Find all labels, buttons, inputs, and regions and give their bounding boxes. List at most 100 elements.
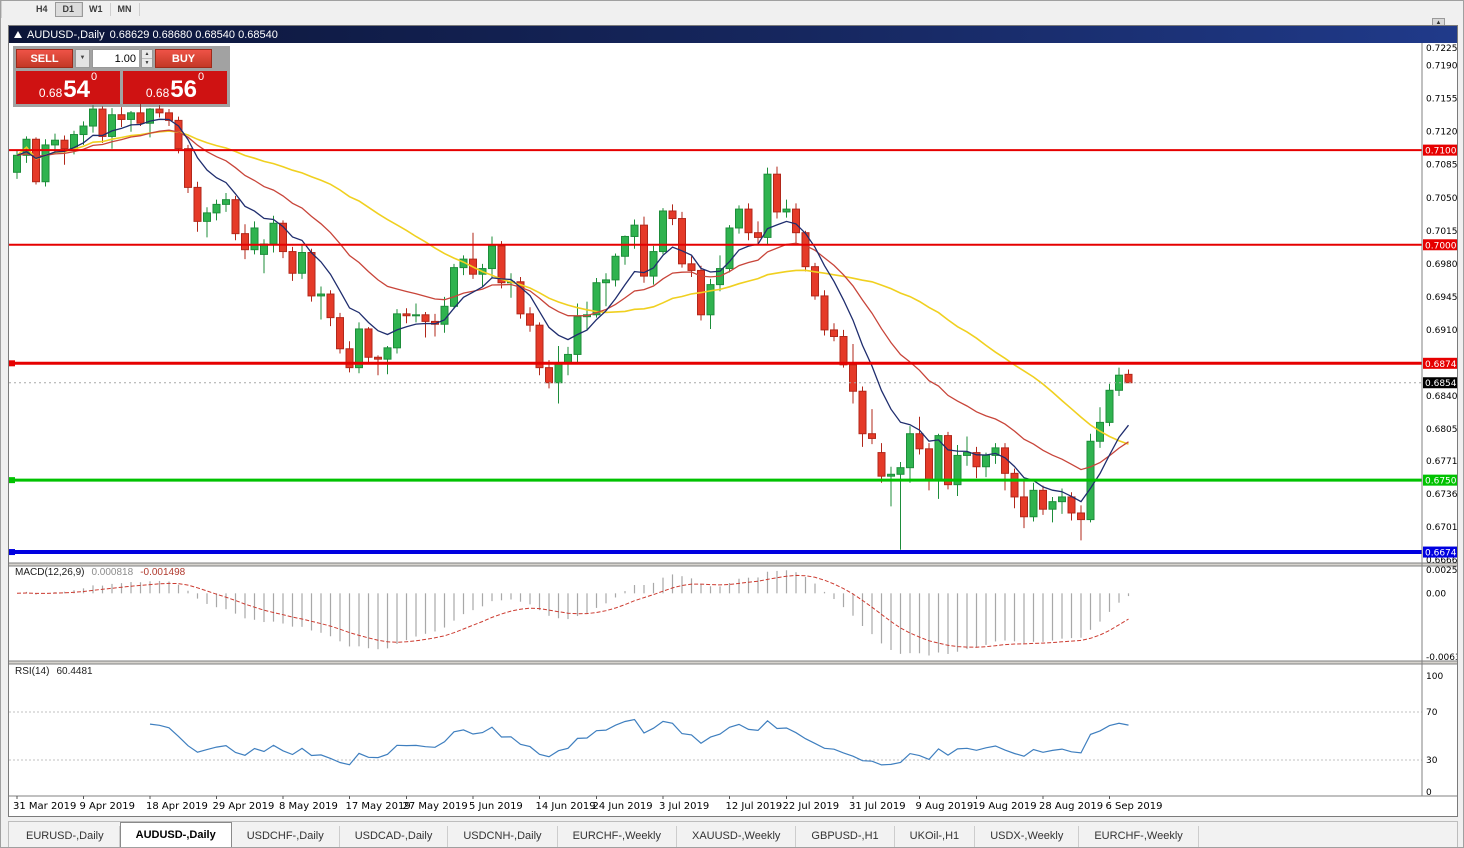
chart-title-bar[interactable]: AUDUSD-,Daily 0.68629 0.68680 0.68540 0.… xyxy=(9,26,1457,43)
svg-text:9 Aug 2019: 9 Aug 2019 xyxy=(916,801,974,812)
chart-tab-2[interactable]: USDCHF-,Daily xyxy=(232,826,340,847)
hline-price-tag: 0.71005 xyxy=(1423,144,1457,157)
svg-text:9 Apr 2019: 9 Apr 2019 xyxy=(80,801,135,812)
macd-value-main: 0.000818 xyxy=(91,567,134,578)
timeframe-button-w1[interactable]: W1 xyxy=(82,3,111,16)
svg-text:22 Jul 2019: 22 Jul 2019 xyxy=(783,801,840,812)
svg-text:28 Aug 2019: 28 Aug 2019 xyxy=(1039,801,1103,812)
svg-text:6 Sep 2019: 6 Sep 2019 xyxy=(1106,801,1163,812)
one-click-trade-panel: SELL ▼ ▲ ▼ BUY 0.68 54 0 xyxy=(13,46,230,107)
volume-increase-button[interactable]: ▲ xyxy=(142,50,152,59)
chart-tab-5[interactable]: EURCHF-,Weekly xyxy=(558,826,677,847)
svg-text:18 Apr 2019: 18 Apr 2019 xyxy=(146,801,208,812)
svg-text:8 May 2019: 8 May 2019 xyxy=(279,801,338,812)
svg-text:0.68540: 0.68540 xyxy=(1425,379,1457,389)
rsi-line xyxy=(149,718,1129,766)
chart-title-ohlc: 0.68629 0.68680 0.68540 0.68540 xyxy=(109,28,278,41)
rsi-value: 60.4481 xyxy=(56,666,93,677)
svg-text:29 Apr 2019: 29 Apr 2019 xyxy=(213,801,275,812)
svg-text:27 May 2019: 27 May 2019 xyxy=(403,801,468,812)
chart-tab-6[interactable]: XAUUSD-,Weekly xyxy=(677,826,797,847)
timeframe-button-d1[interactable]: D1 xyxy=(54,2,84,17)
chart-tab-3[interactable]: USDCAD-,Daily xyxy=(340,826,449,847)
svg-text:0.70002: 0.70002 xyxy=(1425,241,1457,251)
volume-dropdown[interactable]: ▼ xyxy=(75,49,90,68)
svg-text:30: 30 xyxy=(1426,756,1438,766)
macd-histogram xyxy=(25,570,1130,656)
chart-tab-bar: EURUSD-,Daily AUDUSD-,Daily USDCHF-,Daily U… xyxy=(8,821,1458,847)
svg-text:14 Jun 2019: 14 Jun 2019 xyxy=(536,801,596,812)
svg-text:17 May 2019: 17 May 2019 xyxy=(346,801,411,812)
chart-tab-7[interactable]: GBPUSD-,H1 xyxy=(796,826,895,847)
sell-price-box[interactable]: 0.68 54 0 xyxy=(16,71,120,104)
rsi-axis-labels: 100 70 30 0 xyxy=(1426,672,1443,798)
rsi-indicator-label: RSI(14) 60.4481 xyxy=(15,666,93,677)
svg-text:0.0025574: 0.0025574 xyxy=(1426,566,1457,576)
trade-panel-controls: SELL ▼ ▲ ▼ BUY xyxy=(16,49,227,68)
svg-text:0.68746: 0.68746 xyxy=(1425,360,1457,370)
chart-tab-0[interactable]: EURUSD-,Daily xyxy=(11,826,120,847)
hline-price-tag: 0.70002 xyxy=(1423,239,1457,251)
rsi-name: RSI(14) xyxy=(15,666,50,677)
buy-price-prefix: 0.68 xyxy=(145,86,170,100)
timeframe-toolbar: H4 D1 W1 MN xyxy=(1,1,1463,18)
macd-axis-labels: 0.0025574 0.00 -0.0063326 xyxy=(1426,566,1457,663)
buy-price-box[interactable]: 0.68 56 0 xyxy=(123,71,227,104)
svg-text:5 Jun 2019: 5 Jun 2019 xyxy=(469,801,523,812)
volume-decrease-button[interactable]: ▼ xyxy=(144,60,150,66)
trade-panel-prices: 0.68 54 0 0.68 56 0 xyxy=(16,71,227,104)
chart-tab-1[interactable]: AUDUSD-,Daily xyxy=(119,822,232,847)
svg-text:0: 0 xyxy=(1426,788,1432,798)
macd-indicator-label: MACD(12,26,9) 0.000818 -0.001498 xyxy=(15,567,185,578)
buy-price-point: 0 xyxy=(197,71,205,83)
macd-signal-line xyxy=(16,574,1129,648)
svg-text:70: 70 xyxy=(1426,708,1438,718)
svg-text:100: 100 xyxy=(1426,672,1443,682)
current-price-tag: 0.68540 xyxy=(1423,377,1457,389)
chart-tab-9[interactable]: USDX-,Weekly xyxy=(975,826,1080,847)
sell-price-pips: 54 xyxy=(63,76,90,103)
svg-text:0.67508: 0.67508 xyxy=(1425,477,1457,487)
svg-text:0.66746: 0.66746 xyxy=(1425,549,1457,559)
svg-text:24 Jun 2019: 24 Jun 2019 xyxy=(593,801,653,812)
rsi-level-lines xyxy=(9,711,1422,761)
timeframe-button-mn[interactable]: MN xyxy=(111,3,140,16)
chart-window: AUDUSD-,Daily 0.68629 0.68680 0.68540 0.… xyxy=(8,25,1458,817)
volume-input[interactable] xyxy=(92,49,139,68)
sell-button[interactable]: SELL xyxy=(16,49,73,68)
chart-tab-8[interactable]: UKOil-,H1 xyxy=(895,826,976,847)
chart-tab-10[interactable]: EURCHF-,Weekly xyxy=(1079,826,1199,847)
sell-price-point: 0 xyxy=(90,71,98,83)
sell-price-prefix: 0.68 xyxy=(38,86,63,100)
hline-price-tag: 0.66746 xyxy=(1423,546,1457,559)
chart-title-symbol: AUDUSD-,Daily xyxy=(27,28,105,41)
timeframe-button-h4[interactable]: H4 xyxy=(29,3,56,16)
svg-text:-0.0063326: -0.0063326 xyxy=(1426,653,1457,663)
macd-name: MACD(12,26,9) xyxy=(15,567,85,578)
svg-text:31 Mar 2019: 31 Mar 2019 xyxy=(13,801,76,812)
ma-fast-line xyxy=(16,118,1130,503)
hline-price-tag: 0.67508 xyxy=(1423,474,1457,487)
buy-button[interactable]: BUY xyxy=(155,49,212,68)
svg-text:0.00: 0.00 xyxy=(1426,589,1446,599)
horizontal-lines[interactable] xyxy=(9,149,1422,556)
svg-text:31 Jul 2019: 31 Jul 2019 xyxy=(849,801,906,812)
chart-window-icon xyxy=(14,31,22,38)
svg-text:19 Aug 2019: 19 Aug 2019 xyxy=(973,801,1037,812)
chart-tab-4[interactable]: USDCNH-,Daily xyxy=(448,826,558,847)
hline-price-tag: 0.68746 xyxy=(1423,357,1457,370)
svg-text:0.71005: 0.71005 xyxy=(1425,147,1457,157)
